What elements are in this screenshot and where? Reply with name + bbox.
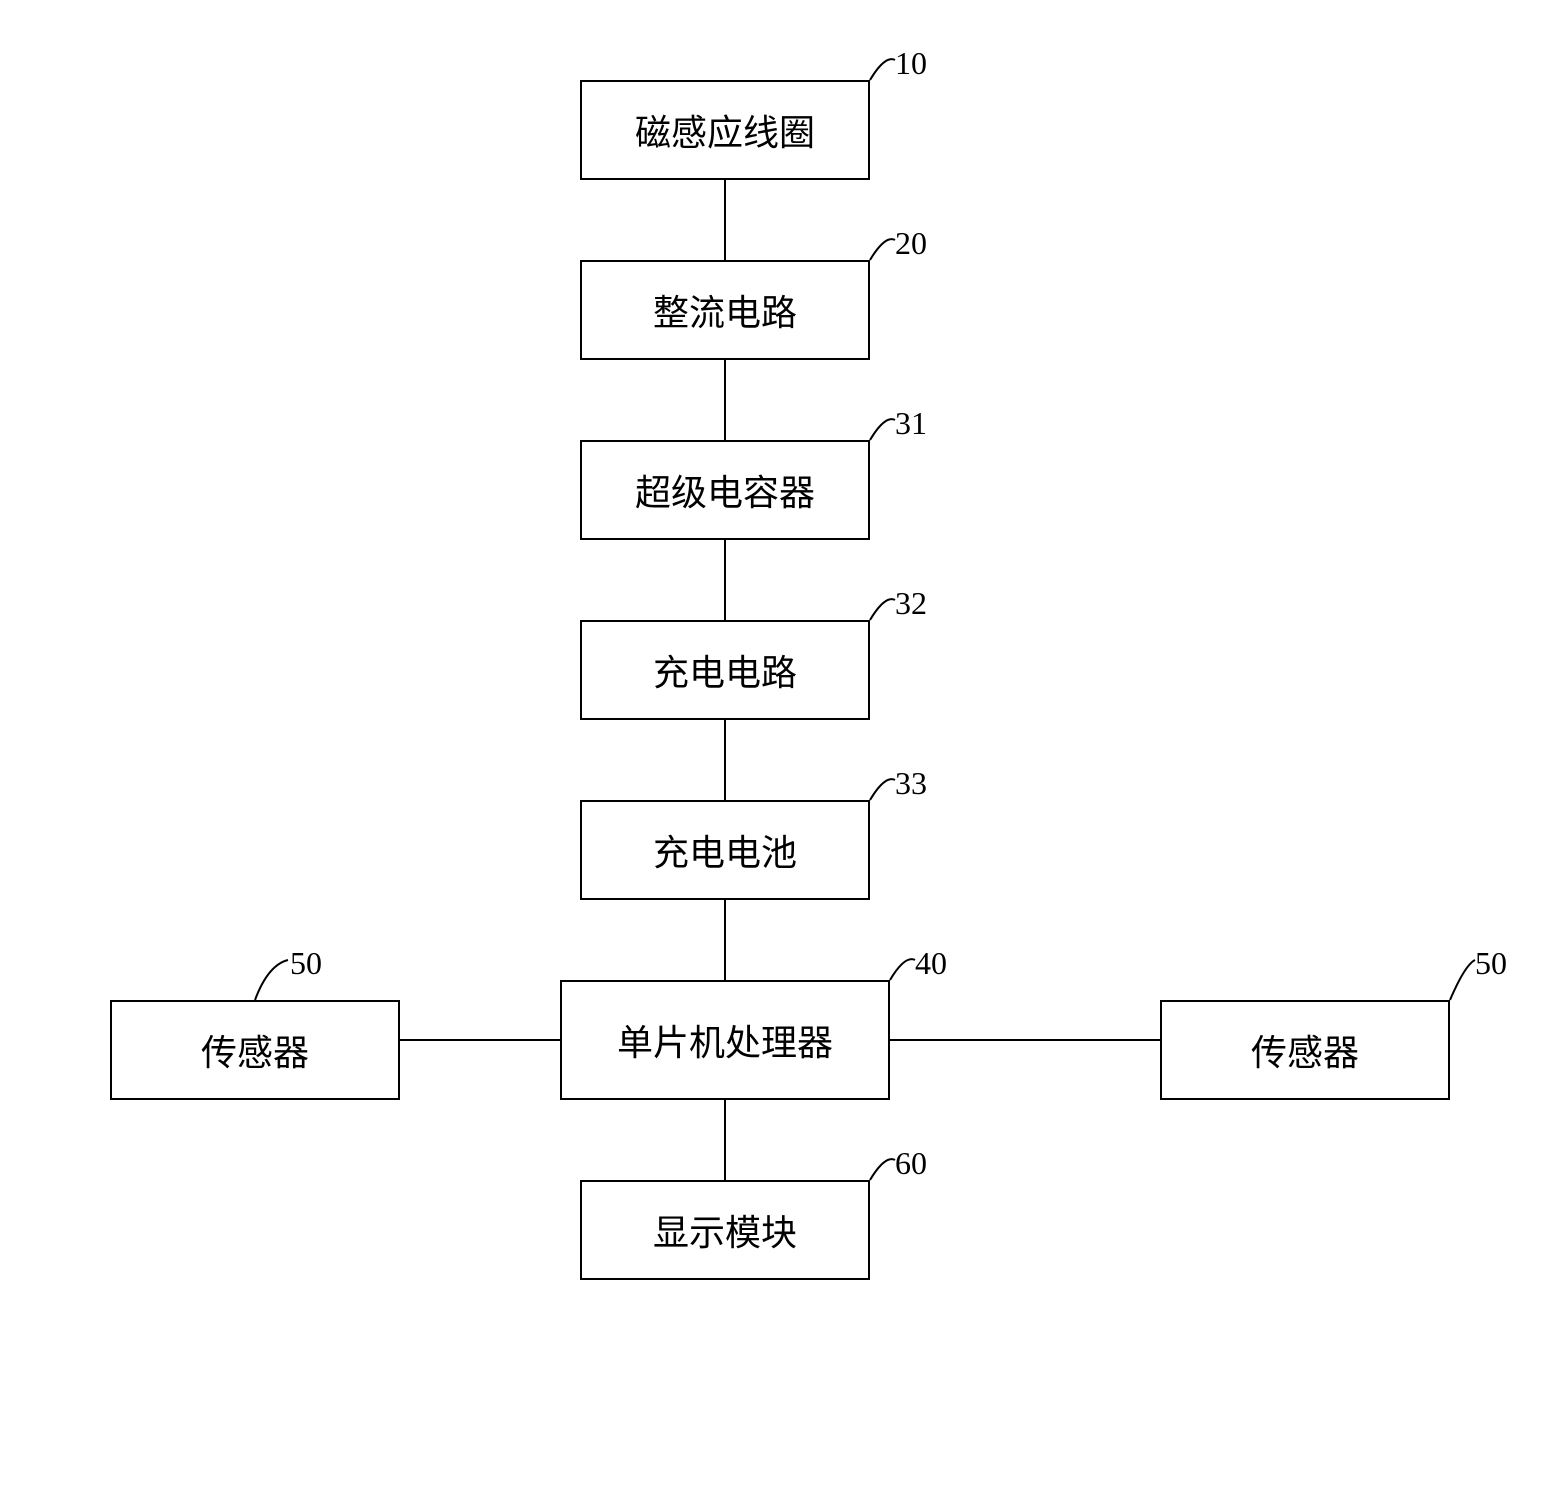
edge-n40-n50R — [890, 1039, 1160, 1041]
diagram-canvas: 磁感应线圈10整流电路20超级电容器31充电电路32充电电池33单片机处理器40… — [0, 0, 1562, 1499]
edge-n32-n33 — [724, 720, 726, 800]
leader-line-n60 — [0, 0, 1562, 1499]
edge-n40-n60 — [724, 1100, 726, 1180]
edge-n20-n31 — [724, 360, 726, 440]
edge-n33-n40 — [724, 900, 726, 980]
edge-n50L-n40 — [400, 1039, 560, 1041]
edge-n31-n32 — [724, 540, 726, 620]
edge-n10-n20 — [724, 180, 726, 260]
